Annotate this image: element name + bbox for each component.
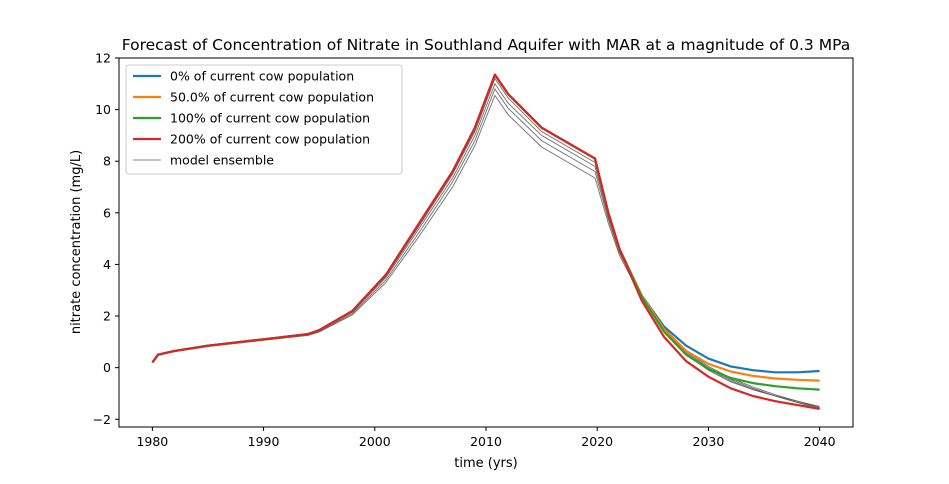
y-axis: −2 0 2 4 6 8 10 12 <box>93 51 119 427</box>
y-tick-label: 8 <box>103 154 111 169</box>
legend-box <box>125 64 403 175</box>
x-tick-label: 1990 <box>248 434 280 449</box>
y-tick-label: −2 <box>93 412 111 427</box>
y-tick-label: 12 <box>95 51 111 66</box>
x-tick-label: 1980 <box>136 434 168 449</box>
x-axis-label: time (yrs) <box>454 456 517 471</box>
y-tick-label: 2 <box>103 309 111 324</box>
legend-label-1: 50.0% of current cow population <box>170 90 374 105</box>
y-tick-label: 4 <box>103 257 111 272</box>
legend-label-3: 200% of current cow population <box>170 132 370 147</box>
y-tick-label: 0 <box>103 360 111 375</box>
x-tick-label: 2010 <box>470 434 502 449</box>
legend-label-4: model ensemble <box>170 153 274 168</box>
legend: 0% of current cow population 50.0% of cur… <box>125 64 403 175</box>
legend-label-0: 0% of current cow population <box>170 69 354 84</box>
x-tick-label: 2040 <box>804 434 836 449</box>
x-tick-label: 2030 <box>693 434 725 449</box>
x-axis: 1980 1990 2000 2010 2020 2030 2040 <box>136 427 836 449</box>
y-tick-label: 10 <box>95 102 111 117</box>
series-layer <box>151 73 820 410</box>
y-axis-label: nitrate concentration (mg/L) <box>69 150 84 334</box>
legend-label-2: 100% of current cow population <box>170 111 370 126</box>
chart-title: Forecast of Concentration of Nitrate in … <box>122 36 850 54</box>
x-tick-label: 2020 <box>581 434 613 449</box>
series-line-3 <box>151 73 820 410</box>
y-tick-label: 6 <box>103 205 111 220</box>
x-tick-label: 2000 <box>359 434 391 449</box>
